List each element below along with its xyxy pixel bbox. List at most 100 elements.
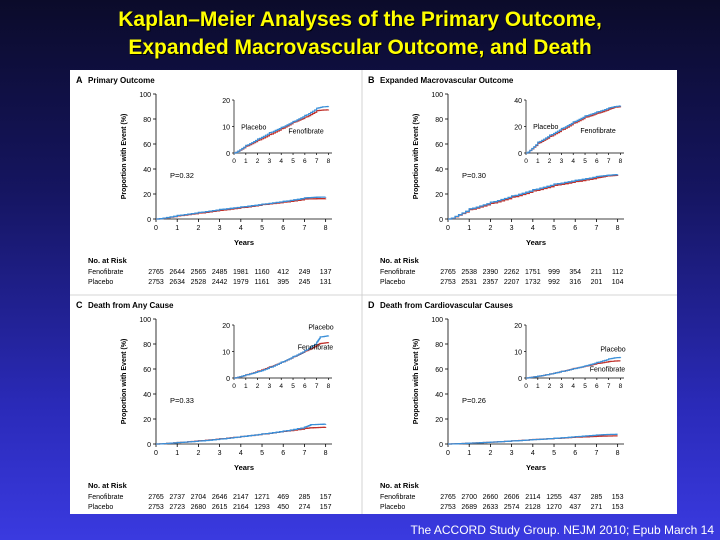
panel-d-inset-label-placebo: Placebo: [600, 346, 625, 353]
panel-b-title: Expanded Macrovascular Outcome: [380, 76, 514, 85]
panel-c-title: Death from Any Cause: [88, 301, 174, 310]
panel-a-x-tick-label: 5: [260, 225, 264, 232]
panel-d-risk-value: 285: [591, 494, 603, 501]
panel-c-pvalue: P=0.33: [170, 396, 194, 405]
panel-d-inset-x-tick-label: 8: [619, 383, 623, 390]
panel-a-series-placebo: [156, 196, 327, 220]
panel-d-risk-value: 2753: [440, 504, 456, 511]
panel-a-risk-value: 2485: [212, 269, 228, 276]
panel-b-x-tick-label: 6: [573, 225, 577, 232]
panel-c-letter: C: [76, 300, 83, 310]
panel-a-risk-heading: No. at Risk: [88, 256, 128, 265]
slide-title: Kaplan–Meier Analyses of the Primary Out…: [0, 6, 720, 62]
panel-c-risk-value: 2646: [212, 494, 228, 501]
panel-b-x-tick-label: 1: [467, 225, 471, 232]
panel-b-inset-x-tick-label: 8: [619, 158, 623, 165]
panel-d-risk-value: 153: [612, 494, 624, 501]
panel-a-inset-label-placebo: Placebo: [241, 124, 266, 131]
panel-a-inset-label-fenofibrate: Fenofibrate: [288, 128, 324, 135]
panel-b-y-label: Proportion with Event (%): [413, 114, 420, 200]
panel-a-series-fenofibrate: [156, 198, 327, 220]
panel-c-risk-value: 1293: [254, 504, 270, 511]
panel-a-inset-x-tick-label: 4: [279, 158, 283, 165]
panel-c-risk-value: 274: [299, 504, 311, 511]
panel-b-x-label: Years: [526, 238, 546, 247]
panel-c-risk-value: 2753: [148, 504, 164, 511]
panel-a-risk-value: 2644: [169, 269, 185, 276]
panel-c-risk-value: 2680: [191, 504, 207, 511]
panel-a-inset-x-tick-label: 1: [244, 158, 248, 165]
panel-c-risk-row-label: Fenofibrate: [88, 494, 124, 501]
panel-a-y-tick-label: 80: [143, 117, 151, 124]
panel-b-risk-value: 999: [548, 269, 560, 276]
panel-b-inset-x-tick-label: 2: [548, 158, 552, 165]
panel-c-x-tick-label: 8: [324, 450, 328, 457]
panel-c-y-tick-label: 100: [139, 317, 151, 324]
panel-b-x-tick-label: 5: [552, 225, 556, 232]
panel-b-risk-value: 201: [591, 279, 603, 286]
panel-a-inset-x-tick-label: 7: [315, 158, 319, 165]
panel-d-y-tick-label: 100: [431, 317, 443, 324]
panel-a-inset-x-tick-label: 0: [232, 158, 236, 165]
panel-b-inset-series-placebo: [526, 105, 622, 154]
panel-b-inset-x-tick-label: 3: [560, 158, 564, 165]
panel-c-inset-x-tick-label: 0: [232, 383, 236, 390]
panel-a-risk-value: 2442: [212, 279, 228, 286]
panel-d: D Death from Cardiovascular Causes0204060…: [368, 300, 626, 511]
panel-b-y-tick-label: 40: [435, 167, 443, 174]
panel-b-series-fenofibrate: [448, 174, 619, 220]
panel-d-risk-value: 2765: [440, 494, 456, 501]
panel-c-y-tick-label: 20: [143, 417, 151, 424]
panel-b-risk-value: 104: [612, 279, 624, 286]
panel-d-inset-x-tick-label: 5: [583, 383, 587, 390]
panel-b-risk-value: 316: [569, 279, 581, 286]
panel-a-inset-y-tick-label: 10: [222, 125, 230, 132]
panel-c-risk-value: 2164: [233, 504, 249, 511]
panel-d-y-tick-label: 40: [435, 392, 443, 399]
panel-a-x-tick-label: 6: [281, 225, 285, 232]
panel-b-inset-y-tick-label: 20: [514, 125, 522, 132]
panel-b-x-tick-label: 0: [446, 225, 450, 232]
slide-title-line-2: Expanded Macrovascular Outcome, and Deat…: [128, 36, 592, 59]
panel-d-risk-value: 2700: [461, 494, 477, 501]
panel-b-y-tick-label: 0: [439, 217, 443, 224]
panel-b-x-tick-label: 8: [616, 225, 620, 232]
panel-b-risk-value: 2531: [461, 279, 477, 286]
citation: The ACCORD Study Group. NEJM 2010; Epub …: [410, 523, 714, 537]
panel-a-risk-value: 245: [299, 279, 311, 286]
panel-a-x-tick-label: 1: [175, 225, 179, 232]
panel-d-letter: D: [368, 300, 375, 310]
panel-c-x-tick-label: 3: [218, 450, 222, 457]
panel-d-risk-value: 1270: [546, 504, 562, 511]
panel-d-y-label: Proportion with Event (%): [413, 339, 420, 425]
panel-c-x-tick-label: 5: [260, 450, 264, 457]
panel-b-risk-row-label: Placebo: [380, 279, 405, 286]
panel-a-x-tick-label: 3: [218, 225, 222, 232]
panel-b-y-tick-label: 100: [431, 92, 443, 99]
panel-c-risk-row-label: Placebo: [88, 504, 113, 511]
panel-d-x-tick-label: 5: [552, 450, 556, 457]
panel-c-inset-label-fenofibrate: Fenofibrate: [298, 345, 334, 352]
panel-c-series-fenofibrate: [156, 426, 327, 445]
panel-d-x-tick-label: 2: [488, 450, 492, 457]
panel-d-risk-value: 271: [591, 504, 603, 511]
panel-c-inset-x-tick-label: 4: [279, 383, 283, 390]
panel-d-risk-row-label: Placebo: [380, 504, 405, 511]
panel-a-risk-value: 1160: [254, 269, 269, 276]
panel-b-risk-value: 992: [548, 279, 560, 286]
panel-d-inset-y-tick-label: 10: [514, 350, 522, 357]
panel-c-inset-x-tick-label: 2: [256, 383, 260, 390]
panel-c-y-label: Proportion with Event (%): [121, 339, 128, 425]
panel-d-inset-x-tick-label: 0: [524, 383, 528, 390]
panel-a-y-tick-label: 100: [139, 92, 151, 99]
panel-a-x-label: Years: [234, 238, 254, 247]
panel-b-x-tick-label: 4: [531, 225, 535, 232]
panel-c-inset-y-tick-label: 20: [222, 323, 230, 330]
panel-d-risk-value: 437: [569, 494, 581, 501]
panel-c-y-tick-label: 0: [147, 442, 151, 449]
panel-a-inset-x-tick-label: 2: [256, 158, 260, 165]
panel-d-risk-value: 2660: [483, 494, 499, 501]
panel-c-x-tick-label: 6: [281, 450, 285, 457]
panel-a-risk-value: 1161: [254, 279, 269, 286]
